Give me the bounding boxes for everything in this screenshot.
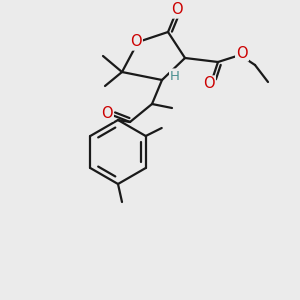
Text: O: O [101, 106, 113, 121]
Text: O: O [236, 46, 248, 61]
Text: O: O [203, 76, 215, 92]
Text: O: O [130, 34, 142, 50]
Text: H: H [170, 70, 180, 83]
Text: O: O [171, 2, 183, 17]
